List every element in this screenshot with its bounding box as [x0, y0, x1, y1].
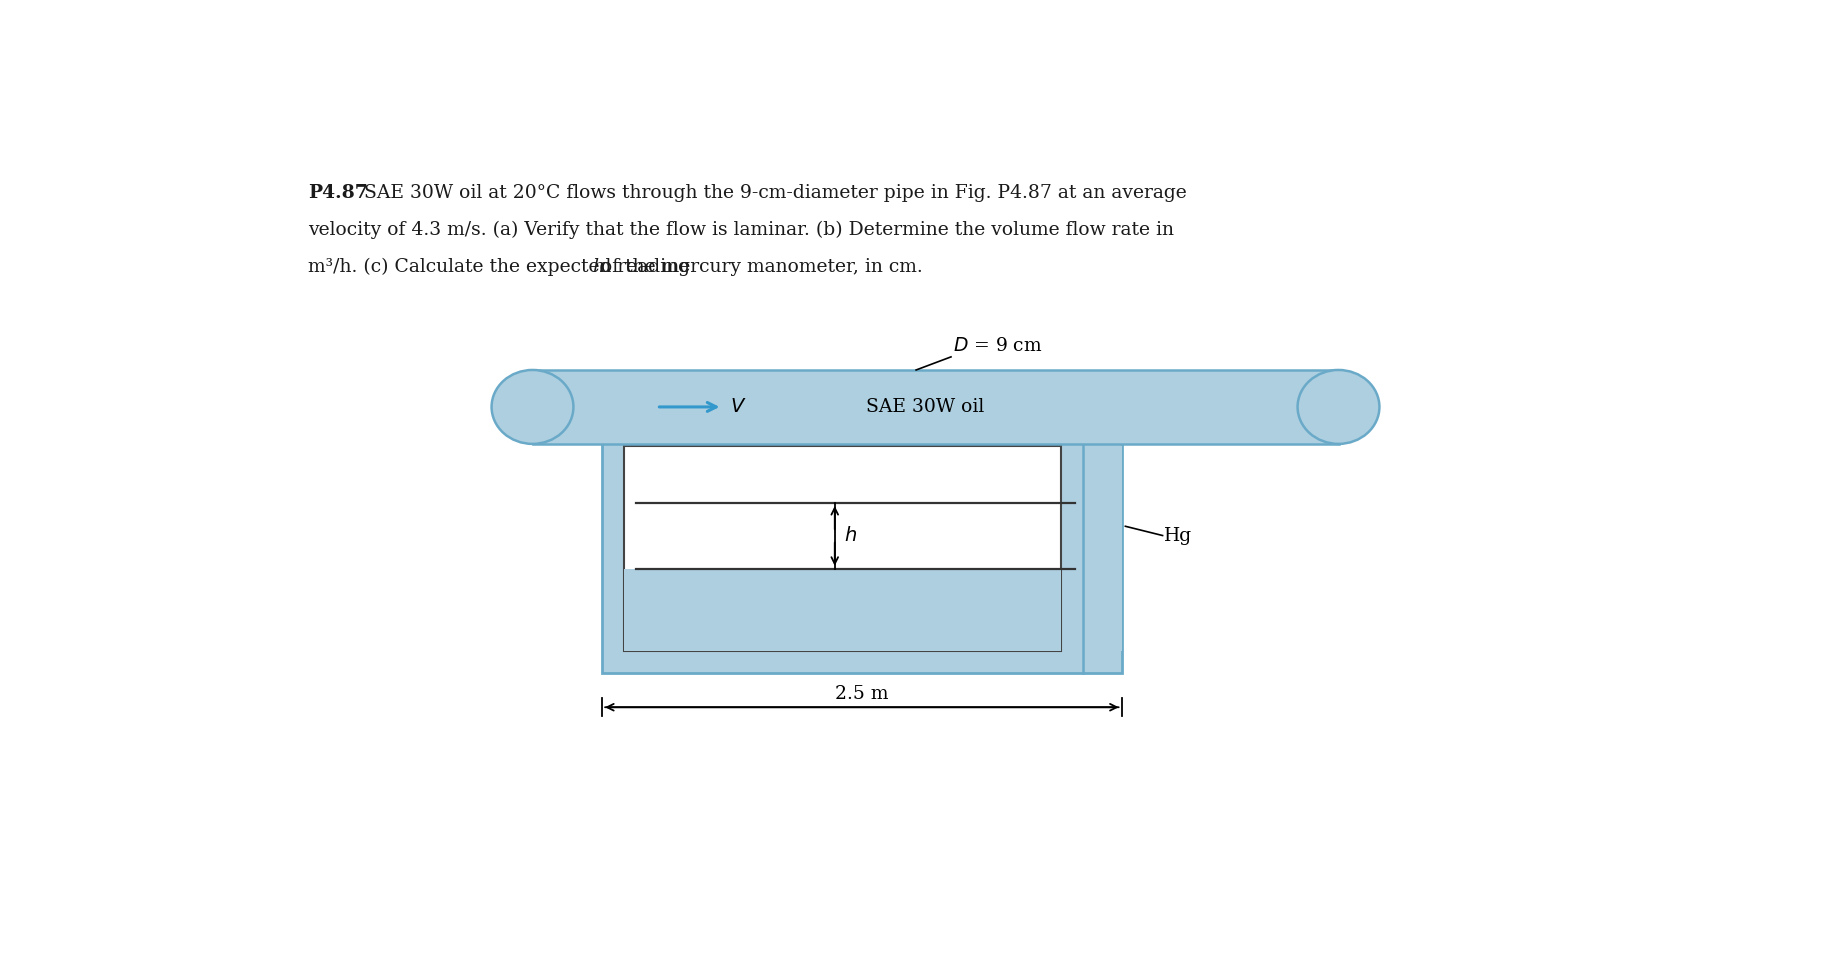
Text: of the mercury manometer, in cm.: of the mercury manometer, in cm.	[595, 258, 923, 275]
Bar	[1089, 446, 1122, 651]
Bar	[532, 370, 1339, 444]
Bar	[624, 446, 1061, 651]
Text: SAE 30W oil at 20°C flows through the 9-cm-diameter pipe in Fig. P4.87 at an ave: SAE 30W oil at 20°C flows through the 9-…	[363, 184, 1186, 201]
Text: P4.87: P4.87	[308, 184, 368, 201]
Text: SAE 30W oil: SAE 30W oil	[866, 398, 984, 416]
Text: $D$ = 9 cm: $D$ = 9 cm	[954, 337, 1043, 356]
Bar	[624, 569, 1061, 651]
Bar	[602, 425, 1122, 673]
Ellipse shape	[492, 370, 573, 444]
Text: m³/h. (c) Calculate the expected reading: m³/h. (c) Calculate the expected reading	[308, 258, 696, 276]
Text: velocity of 4.3 m/s. (a) Verify that the flow is laminar. (b) Determine the volu: velocity of 4.3 m/s. (a) Verify that the…	[308, 221, 1173, 239]
Text: $V$: $V$	[729, 398, 746, 416]
Text: h: h	[591, 258, 604, 275]
Ellipse shape	[1297, 370, 1380, 444]
Text: Hg: Hg	[1164, 527, 1192, 544]
Text: $h$: $h$	[844, 527, 857, 545]
Text: 2.5 m: 2.5 m	[834, 684, 888, 703]
